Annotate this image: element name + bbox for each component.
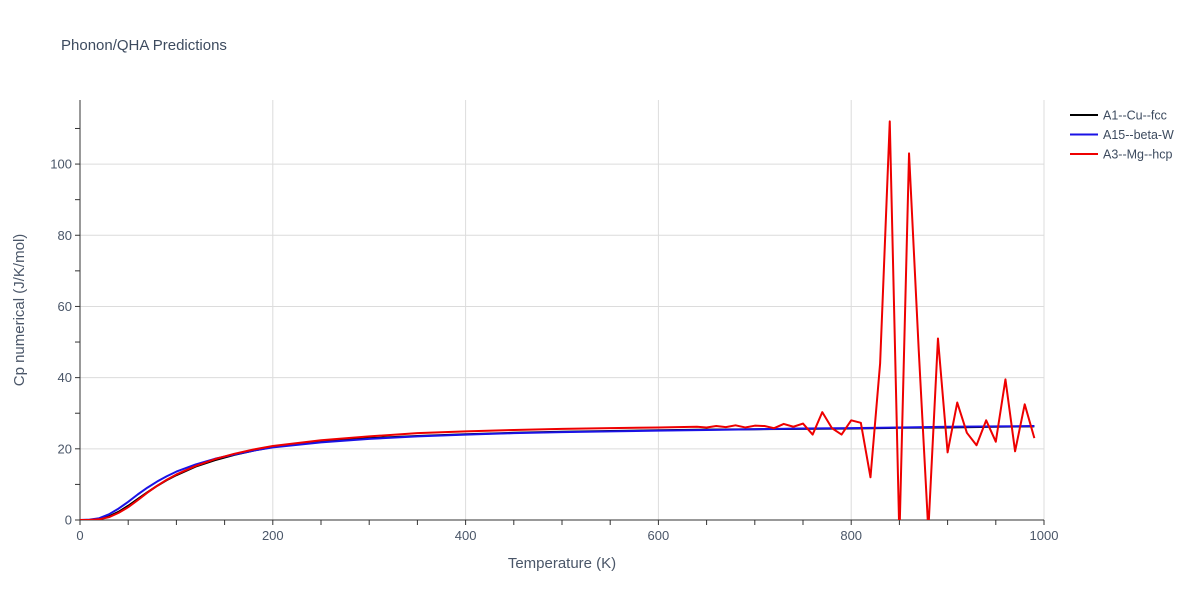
x-axis-title: Temperature (K) xyxy=(508,555,616,572)
series-line-2 xyxy=(80,120,1036,520)
legend-label: A3--Mg--hcp xyxy=(1103,148,1173,162)
x-tick-label: 800 xyxy=(840,528,862,543)
series-line-0 xyxy=(80,425,1035,520)
legend-item-0[interactable]: A1--Cu--fcc xyxy=(1070,109,1167,123)
legend-item-2[interactable]: A3--Mg--hcp xyxy=(1070,148,1173,162)
legend-label: A15--beta-W xyxy=(1103,128,1174,142)
x-tick-label: 200 xyxy=(262,528,284,543)
chart-title: Phonon/QHA Predictions xyxy=(61,37,227,54)
legend-label: A1--Cu--fcc xyxy=(1103,109,1167,123)
series-line-1 xyxy=(80,425,1035,520)
y-tick-label: 40 xyxy=(58,370,72,385)
y-tick-label: 80 xyxy=(58,228,72,243)
legend-item-1[interactable]: A15--beta-W xyxy=(1070,128,1174,142)
legend[interactable]: A1--Cu--fcc A15--beta-W A3--Mg--hcp xyxy=(1070,109,1174,162)
x-tick-label: 0 xyxy=(76,528,83,543)
y-tick-label: 100 xyxy=(50,157,72,172)
axes xyxy=(75,100,1045,525)
x-tick-label: 400 xyxy=(455,528,477,543)
x-tick-label: 600 xyxy=(648,528,670,543)
grid-lines xyxy=(80,100,1045,520)
x-tick-label: 1000 xyxy=(1030,528,1059,543)
tick-labels: 0 200 400 600 800 1000 0 20 40 60 80 100 xyxy=(50,157,1058,543)
series-lines xyxy=(80,120,1036,520)
y-tick-label: 60 xyxy=(58,299,72,314)
y-axis-title: Cp numerical (J/K/mol) xyxy=(11,234,28,387)
y-tick-label: 0 xyxy=(65,513,72,528)
y-tick-label: 20 xyxy=(58,441,72,456)
